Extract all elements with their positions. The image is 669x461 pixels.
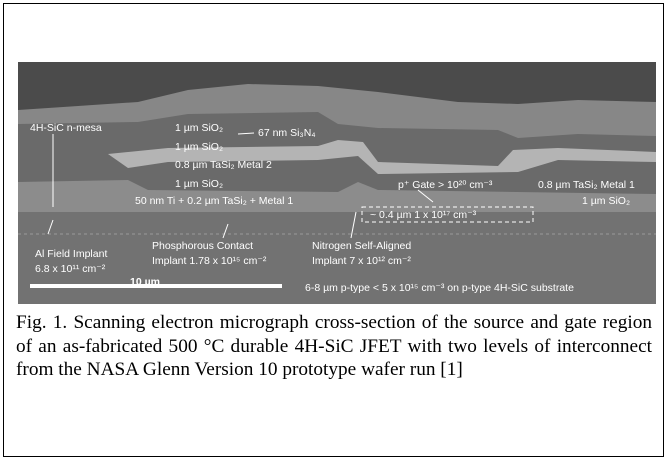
label: Implant 7 x 10¹² cm⁻²	[312, 255, 411, 267]
label: Al Field Implant	[35, 248, 107, 260]
label: Phosphorous Contact	[152, 240, 253, 252]
label: 1 µm SiO₂	[175, 141, 223, 153]
label: 67 nm Si₃N₄	[258, 127, 316, 139]
label: 1 µm SiO₂	[175, 122, 223, 134]
scale-label: 10 µm	[130, 276, 160, 288]
label: 4H-SiC n-mesa	[30, 122, 102, 134]
label: 6-8 µm p-type < 5 x 10¹⁵ cm⁻³ on p-type …	[305, 282, 574, 294]
page: 4H-SiC n-mesa 1 µm SiO₂ 67 nm Si₃N₄ 1 µm…	[0, 0, 669, 461]
label: ~ 0.4 µm 1 x 10¹⁷ cm⁻³	[370, 209, 477, 221]
label: 0.8 µm TaSi₂ Metal 1	[538, 179, 635, 191]
label: Implant 1.78 x 10¹⁵ cm⁻²	[152, 255, 267, 267]
label: Nitrogen Self-Aligned	[312, 240, 411, 252]
label: 50 nm Ti + 0.2 µm TaSi₂ + Metal 1	[135, 195, 293, 207]
label: 0.8 µm TaSi₂ Metal 2	[175, 159, 272, 171]
label: p⁺ Gate > 10²⁰ cm⁻³	[398, 179, 493, 191]
label: 1 µm SiO₂	[582, 195, 630, 207]
label: 6.8 x 10¹¹ cm⁻²	[35, 263, 106, 275]
sem-image: 4H-SiC n-mesa 1 µm SiO₂ 67 nm Si₃N₄ 1 µm…	[18, 62, 656, 304]
label: 1 µm SiO₂	[175, 178, 223, 190]
caption: Fig. 1. Scanning electron micrograph cro…	[16, 311, 652, 382]
